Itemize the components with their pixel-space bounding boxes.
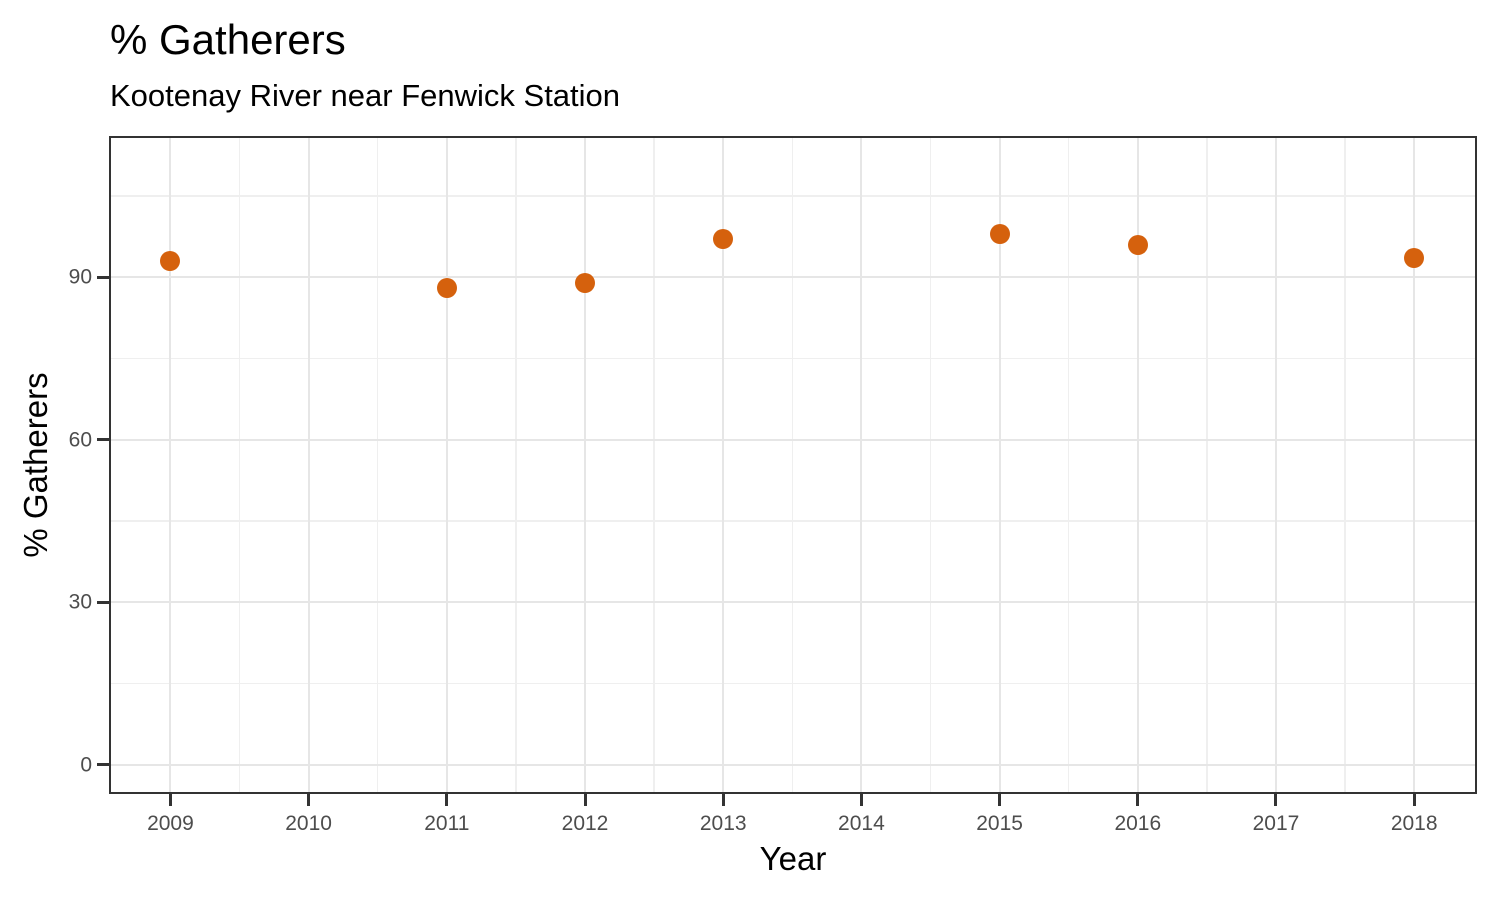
- x-tick-mark: [998, 794, 1002, 806]
- gridline-major-vertical: [1413, 138, 1416, 792]
- x-tick-mark: [583, 794, 587, 806]
- chart-subtitle: Kootenay River near Fenwick Station: [110, 78, 621, 113]
- gridline-minor-vertical: [929, 138, 932, 792]
- y-tick-mark: [97, 275, 109, 279]
- x-tick-label: 2014: [838, 812, 885, 835]
- x-tick-mark: [1412, 794, 1416, 806]
- gridline-minor-horizontal: [111, 195, 1475, 197]
- x-tick-label: 2012: [561, 812, 609, 835]
- gridline-major-vertical: [722, 138, 725, 792]
- x-axis-title: Year: [759, 840, 827, 877]
- y-tick-mark: [97, 763, 109, 767]
- gridline-minor-vertical: [238, 138, 241, 792]
- plot-panel: [109, 136, 1477, 794]
- data-point: [436, 278, 457, 299]
- gridline-minor-vertical: [791, 138, 794, 792]
- gridline-major-vertical: [1274, 138, 1277, 792]
- x-tick-label: 2017: [1252, 812, 1300, 835]
- data-point: [989, 223, 1010, 244]
- gridline-major-horizontal: [111, 276, 1475, 279]
- y-tick-mark: [97, 438, 109, 442]
- data-point: [575, 272, 595, 293]
- x-tick-label: 2015: [976, 812, 1023, 835]
- x-tick-mark: [168, 794, 172, 806]
- gridline-minor-vertical: [515, 138, 517, 792]
- x-tick-mark: [859, 794, 863, 806]
- gridline-minor-horizontal: [111, 520, 1475, 522]
- x-tick-label: 2009: [147, 812, 194, 835]
- x-tick-label: 2011: [424, 812, 470, 835]
- gridline-major-horizontal: [111, 601, 1475, 604]
- x-tick-mark: [1136, 794, 1140, 806]
- x-tick-mark: [721, 794, 725, 806]
- chart-title: % Gatherers: [110, 16, 346, 63]
- x-tick-mark: [445, 794, 449, 806]
- y-tick-mark: [97, 600, 109, 604]
- gridline-major-vertical: [584, 138, 586, 792]
- data-point: [713, 229, 734, 250]
- gridline-minor-vertical: [376, 138, 379, 792]
- gridline-major-horizontal: [111, 763, 1475, 766]
- gridline-major-vertical: [860, 138, 863, 792]
- y-tick-label: 60: [68, 428, 92, 452]
- gridline-major-horizontal: [111, 438, 1475, 441]
- x-tick-label: 2013: [699, 812, 747, 835]
- data-point: [1404, 248, 1425, 269]
- y-tick-label: 30: [68, 590, 92, 614]
- data-point: [160, 250, 181, 271]
- x-tick-label: 2018: [1390, 812, 1438, 835]
- gridline-major-vertical: [445, 138, 448, 792]
- gridline-minor-vertical: [1206, 138, 1208, 792]
- gridline-major-vertical: [998, 138, 1001, 792]
- gridline-minor-vertical: [653, 138, 655, 792]
- x-tick-mark: [307, 794, 311, 806]
- gridline-major-vertical: [1136, 138, 1139, 792]
- gridline-major-vertical: [307, 138, 310, 792]
- gridline-minor-vertical: [1344, 138, 1346, 792]
- gridline-major-vertical: [169, 138, 172, 792]
- x-tick-mark: [1274, 794, 1278, 806]
- x-tick-label: 2016: [1114, 812, 1162, 835]
- y-tick-label: 0: [80, 753, 92, 777]
- gridline-minor-vertical: [1067, 138, 1070, 792]
- gridline-minor-horizontal: [111, 357, 1475, 360]
- x-tick-label: 2010: [285, 812, 332, 835]
- gridline-minor-horizontal: [111, 682, 1475, 685]
- y-axis-title: % Gatherers: [17, 372, 54, 558]
- y-tick-label: 90: [68, 265, 92, 289]
- data-point: [1127, 234, 1148, 255]
